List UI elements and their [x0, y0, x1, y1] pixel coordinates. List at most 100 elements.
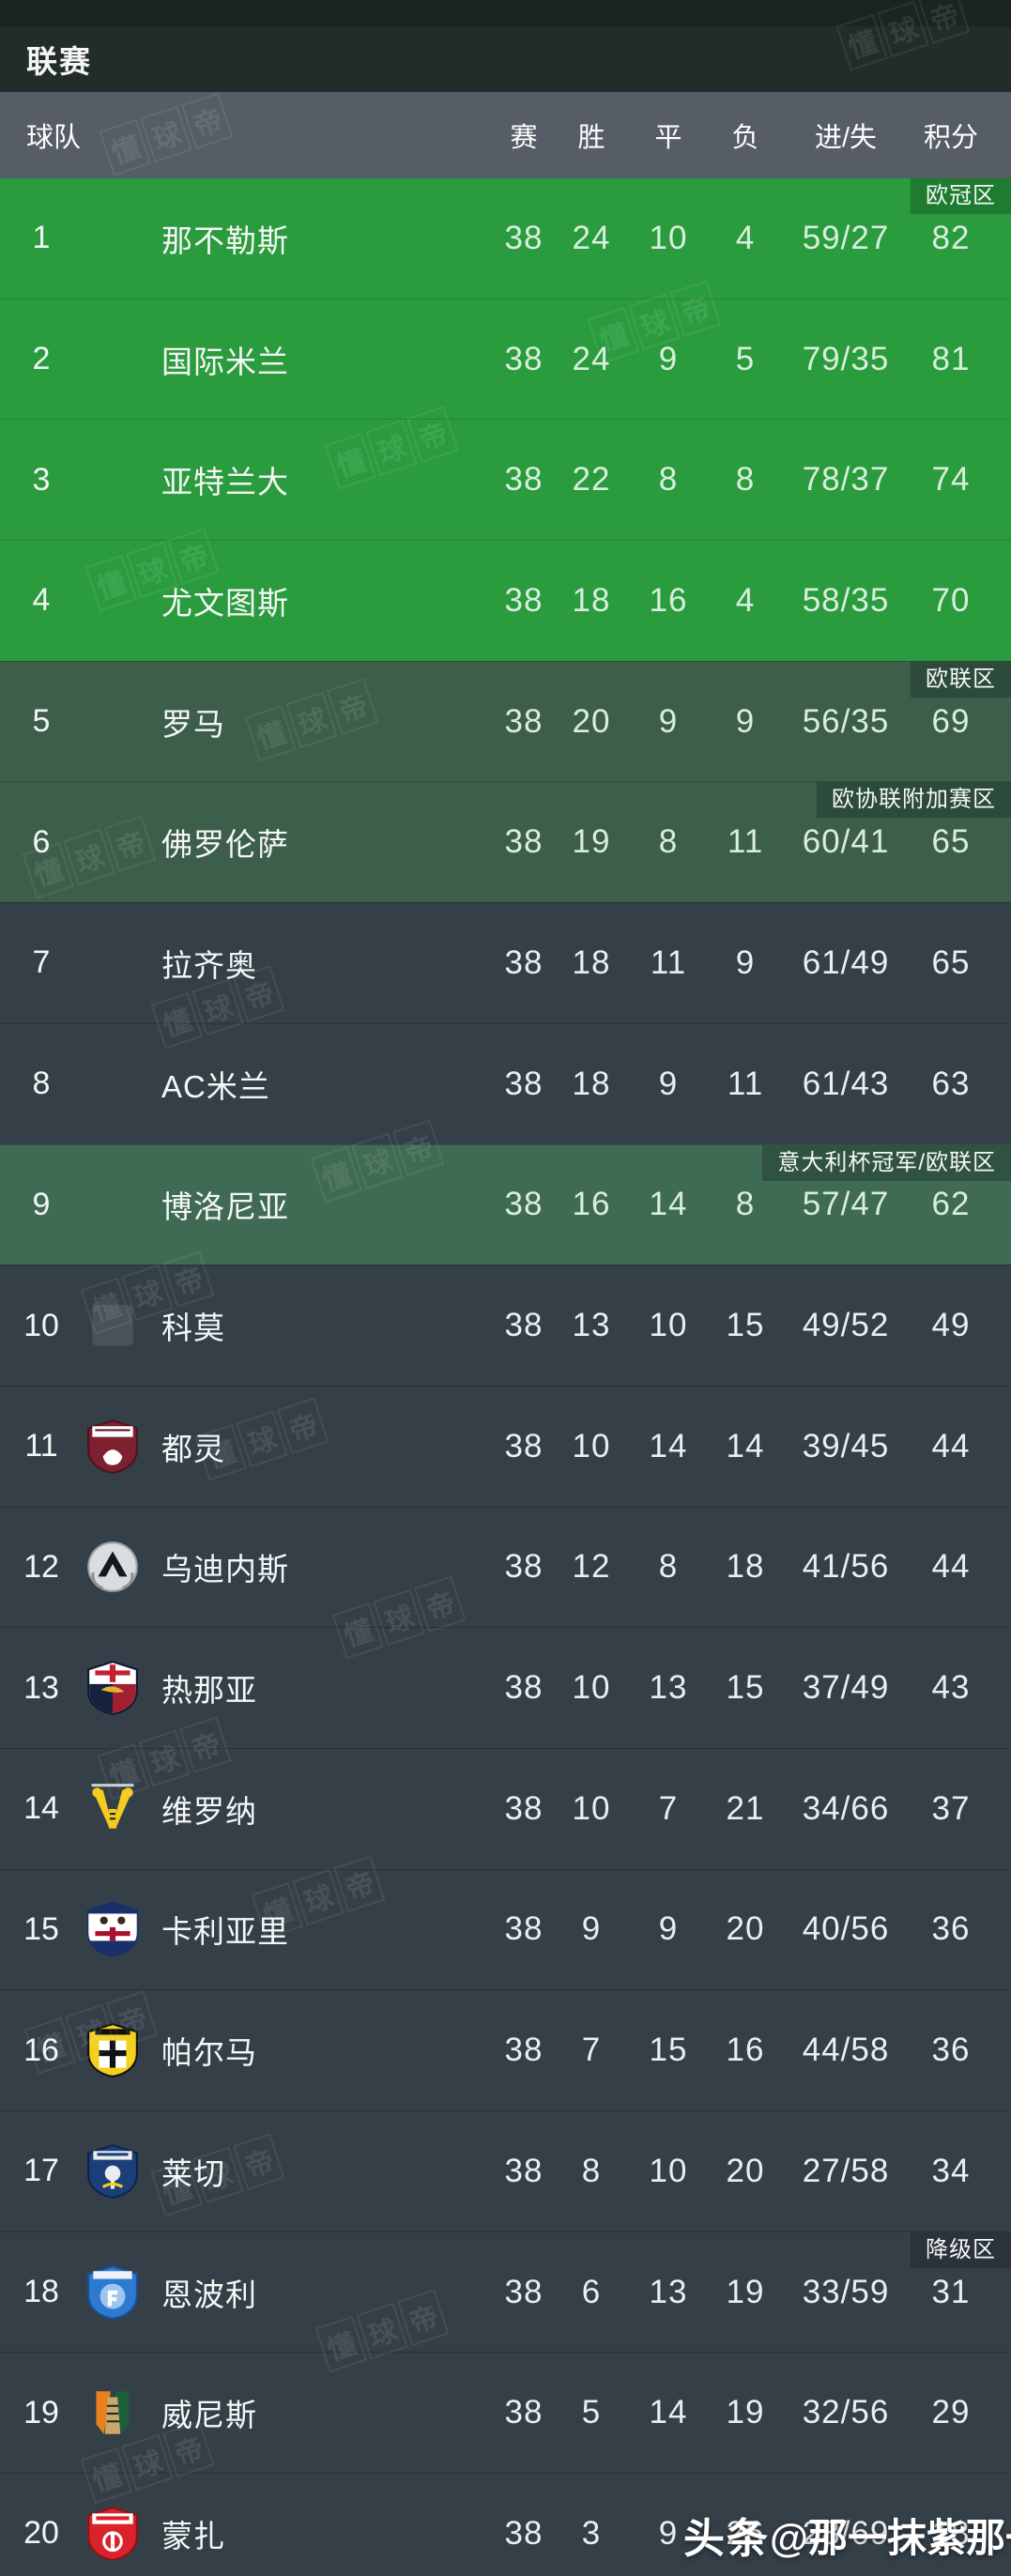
- table-row[interactable]: 3 亚特兰大 38 22 8 8 78/37 74: [0, 419, 1011, 541]
- udinese-club-crest-icon: [83, 1537, 143, 1597]
- table-row[interactable]: 意大利杯冠军/欧联区 9 博洛尼亚 38 16 14 8 57/47 62: [0, 1143, 1011, 1265]
- played-count: 38: [504, 702, 544, 740]
- played-count: 38: [504, 1307, 544, 1344]
- genoa-club-crest-icon: [83, 1658, 143, 1718]
- drawn-count: 16: [649, 581, 688, 619]
- team-name: 那不勒斯: [161, 222, 289, 258]
- table-row[interactable]: 16 帕尔马 38 7 15 16 44/58 36: [0, 1989, 1011, 2110]
- lost-count: 5: [735, 340, 756, 377]
- column-goals: 进/失: [814, 123, 878, 153]
- empoli-club-crest-icon: [83, 2262, 143, 2323]
- goals-for-against: 60/41: [802, 823, 890, 861]
- table-row[interactable]: 15 卡利亚里 38 9 9 20 40/56 36: [0, 1868, 1011, 1990]
- table-row[interactable]: 降级区 18 恩波利 38 6 13 19 33/59 31: [0, 2231, 1011, 2353]
- table-row[interactable]: 14 维罗纳 38 10 7 21 34/66 37: [0, 1747, 1011, 1869]
- torino-club-crest-icon: [83, 1417, 143, 1477]
- credit-author-name: @那一抹紫那一缕红: [770, 2515, 1011, 2560]
- points-total: 65: [931, 823, 971, 861]
- team-name: 科莫: [161, 1311, 225, 1346]
- table-row[interactable]: 4 尤文图斯 38 18 16 4 58/35 70: [0, 540, 1011, 661]
- table-row[interactable]: 8 AC米兰 38 18 9 11 61/43 63: [0, 1022, 1011, 1144]
- lost-count: 16: [726, 2032, 765, 2069]
- drawn-count: 9: [658, 2514, 679, 2552]
- drawn-count: 13: [649, 2273, 688, 2310]
- team-name: AC米兰: [161, 1068, 270, 1104]
- credit-logo-text: 头条: [683, 2516, 770, 2562]
- team-logo-empty: [83, 812, 143, 872]
- table-row[interactable]: 10 科莫 38 13 10 15 49/52 49: [0, 1265, 1011, 1386]
- table-row[interactable]: 13 热那亚 38 10 13 15 37/49 43: [0, 1627, 1011, 1748]
- goals-for-against: 28/69: [802, 2514, 890, 2552]
- table-row[interactable]: 11 都灵 38 10 14 14 39/45 44: [0, 1385, 1011, 1507]
- goals-for-against: 61/49: [802, 943, 890, 981]
- column-drawn: 平: [654, 123, 682, 153]
- zone-badge: 欧协联附加赛区: [817, 782, 1011, 819]
- drawn-count: 8: [658, 1548, 679, 1586]
- rank-number: 18: [23, 2274, 59, 2310]
- goals-for-against: 33/59: [802, 2273, 890, 2310]
- played-count: 38: [504, 1669, 544, 1707]
- drawn-count: 14: [649, 1427, 688, 1464]
- played-count: 38: [504, 340, 544, 377]
- column-points: 积分: [923, 123, 978, 153]
- team-name: 蒙扎: [161, 2518, 225, 2553]
- drawn-count: 10: [649, 1307, 688, 1344]
- column-lost: 负: [731, 123, 759, 153]
- played-count: 38: [504, 2273, 544, 2310]
- rank-number: 4: [32, 582, 51, 619]
- points-total: 49: [931, 1307, 971, 1344]
- goals-for-against: 78/37: [802, 461, 890, 498]
- drawn-count: 10: [649, 219, 688, 256]
- points-total: 65: [931, 943, 971, 981]
- played-count: 38: [504, 2514, 544, 2552]
- points-total: 29: [931, 2394, 971, 2431]
- lost-count: 15: [726, 1307, 765, 1344]
- venezia-club-crest-icon: [83, 2383, 143, 2443]
- points-total: 69: [931, 702, 971, 740]
- won-count: 18: [572, 1065, 611, 1102]
- lost-count: 21: [726, 1789, 765, 1827]
- table-row[interactable]: 20 蒙扎 38 3 9 26 28/69 18: [0, 2473, 1011, 2576]
- played-count: 38: [504, 943, 544, 981]
- team-name: 恩波利: [161, 2277, 257, 2312]
- team-logo-empty: [83, 450, 143, 510]
- won-count: 10: [572, 1669, 611, 1707]
- won-count: 10: [572, 1427, 611, 1464]
- drawn-count: 14: [649, 1186, 688, 1223]
- won-count: 13: [572, 1307, 611, 1344]
- team-name: 帕尔马: [161, 2035, 257, 2071]
- drawn-count: 15: [649, 2032, 688, 2069]
- lost-count: 19: [726, 2394, 765, 2431]
- points-total: 63: [931, 1065, 971, 1102]
- table-row[interactable]: 17 莱切 38 8 10 20 27/58 34: [0, 2110, 1011, 2231]
- table-row[interactable]: 欧协联附加赛区 6 佛罗伦萨 38 19 8 11 60/41 65: [0, 781, 1011, 903]
- lecce-club-crest-icon: [83, 2141, 143, 2201]
- rank-number: 17: [23, 2153, 59, 2189]
- rank-number: 11: [24, 1428, 58, 1464]
- table-row[interactable]: 2 国际米兰 38 24 9 5 79/35 81: [0, 298, 1011, 420]
- drawn-count: 9: [658, 340, 679, 377]
- table-row[interactable]: 12 乌迪内斯 38 12 8 18 41/56 44: [0, 1506, 1011, 1628]
- played-count: 38: [504, 2394, 544, 2431]
- standings-table: 欧冠区 1 那不勒斯 38 24 10 4 59/27 82 2 国际米兰 38 24 9 5 79/35 81…: [0, 178, 1011, 2576]
- played-count: 38: [504, 1910, 544, 1948]
- table-row[interactable]: 欧冠区 1 那不勒斯 38 24 10 4 59/27 82: [0, 178, 1011, 299]
- won-count: 5: [581, 2394, 602, 2431]
- rank-number: 15: [23, 1910, 59, 1947]
- points-total: 43: [931, 1669, 971, 1707]
- points-total: 31: [931, 2273, 971, 2310]
- goals-for-against: 32/56: [802, 2394, 890, 2431]
- team-name: 国际米兰: [161, 344, 289, 379]
- table-row[interactable]: 19 威尼斯 38 5 14 19 32/56 29: [0, 2352, 1011, 2474]
- column-won: 胜: [577, 123, 605, 153]
- table-row[interactable]: 欧联区 5 罗马 38 20 9 9 56/35 69: [0, 660, 1011, 782]
- won-count: 22: [572, 461, 611, 498]
- drawn-count: 14: [649, 2394, 688, 2431]
- goals-for-against: 58/35: [802, 581, 890, 619]
- won-count: 7: [581, 2032, 602, 2069]
- rank-number: 20: [23, 2515, 59, 2552]
- rank-number: 19: [23, 2394, 59, 2430]
- table-row[interactable]: 7 拉齐奥 38 18 11 9 61/49 65: [0, 902, 1011, 1023]
- team-logo-empty: [83, 933, 143, 993]
- lost-count: 20: [726, 2152, 765, 2189]
